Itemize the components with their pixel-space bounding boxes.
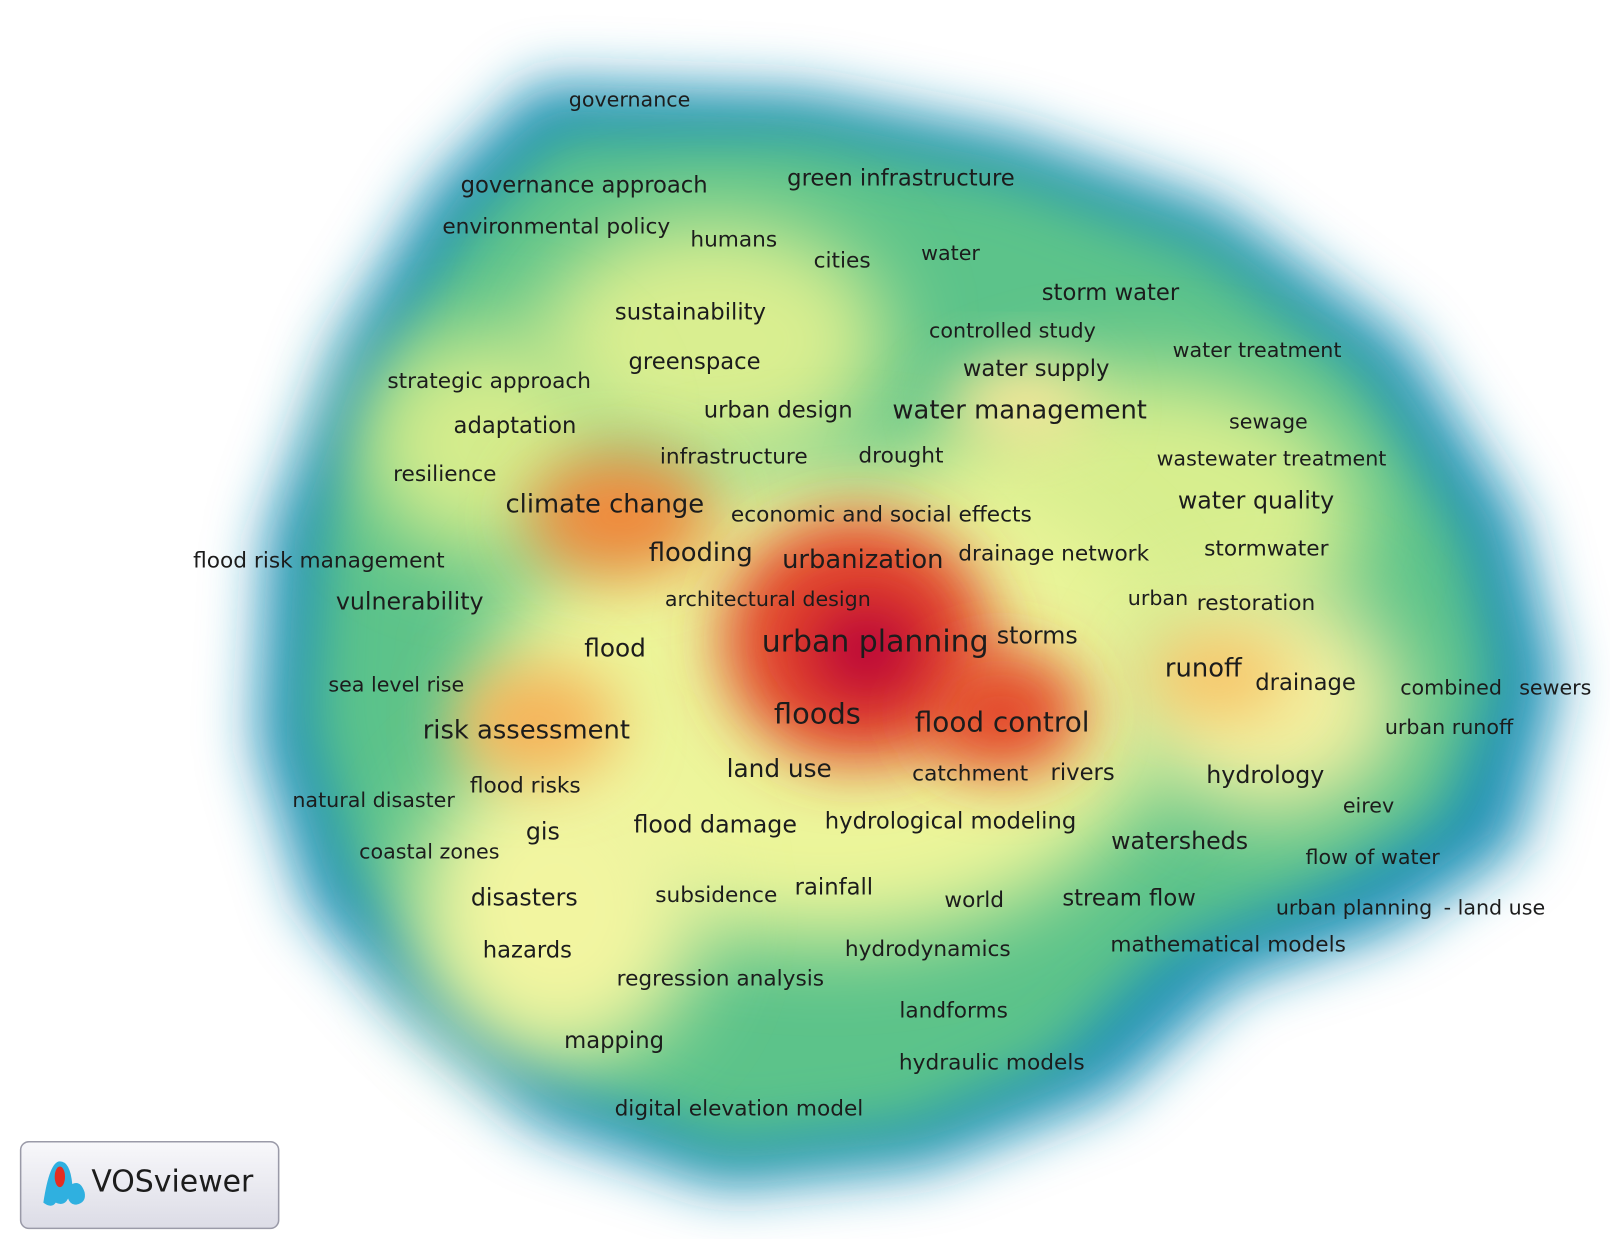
- term-label: urbanization: [782, 545, 943, 575]
- term-label: greenspace: [629, 349, 761, 375]
- term-label: climate change: [505, 489, 704, 519]
- term-label: storms: [997, 622, 1078, 650]
- term-label: stormwater: [1204, 536, 1328, 561]
- term-label: strategic approach: [387, 369, 591, 394]
- term-label: hydrology: [1206, 761, 1324, 789]
- term-label: gis: [526, 818, 560, 846]
- term-label: urban planning: [762, 625, 989, 660]
- term-label: green infrastructure: [787, 165, 1015, 191]
- logo-box: VOSviewer: [19, 1140, 280, 1230]
- term-label: infrastructure: [660, 444, 808, 469]
- term-label: flood control: [915, 706, 1090, 739]
- term-label: subsidence: [655, 883, 777, 908]
- term-label: architectural design: [665, 587, 871, 611]
- term-label: wastewater treatment: [1157, 447, 1387, 471]
- term-label: digital elevation model: [615, 1097, 864, 1122]
- term-label: rainfall: [795, 874, 873, 900]
- term-label: watersheds: [1111, 827, 1248, 855]
- term-label: sewers: [1519, 676, 1591, 700]
- term-label: flood: [584, 633, 646, 662]
- term-label: runoff: [1165, 654, 1243, 684]
- term-label: drainage: [1255, 670, 1356, 696]
- term-label: world: [944, 888, 1004, 913]
- term-label: catchment: [912, 761, 1028, 786]
- term-label: environmental policy: [442, 214, 670, 239]
- term-label: risk assessment: [423, 715, 630, 745]
- term-label: cities: [814, 248, 871, 273]
- term-label: flood damage: [633, 810, 796, 838]
- term-label: flooding: [649, 538, 753, 568]
- term-label: controlled study: [929, 319, 1096, 343]
- term-label: water management: [892, 396, 1147, 426]
- term-label: - land use: [1444, 895, 1546, 919]
- term-label: drainage network: [958, 541, 1149, 566]
- logo-text: VOSviewer: [91, 1165, 254, 1200]
- term-label: water: [921, 241, 980, 265]
- term-label: floods: [774, 696, 861, 730]
- term-label: natural disaster: [292, 788, 455, 812]
- term-label: combined: [1400, 676, 1502, 700]
- term-label: sea level rise: [328, 673, 464, 697]
- term-label: flow of water: [1306, 845, 1441, 869]
- term-label: governance: [569, 87, 691, 111]
- term-label: governance approach: [461, 173, 708, 199]
- term-label: hydraulic models: [899, 1050, 1085, 1075]
- term-label: water supply: [963, 356, 1110, 382]
- term-label: urban planning: [1276, 895, 1432, 919]
- term-label: economic and social effects: [731, 502, 1032, 527]
- term-label: mathematical models: [1110, 933, 1346, 958]
- term-label: vulnerability: [336, 587, 484, 615]
- term-label: resilience: [393, 462, 496, 487]
- term-label: water treatment: [1173, 338, 1342, 362]
- term-label: humans: [690, 228, 777, 253]
- term-label: urban design: [704, 398, 853, 424]
- term-label: eirev: [1343, 793, 1394, 817]
- term-label: sustainability: [615, 299, 766, 325]
- term-label: water quality: [1178, 486, 1334, 514]
- term-label: sewage: [1229, 409, 1308, 433]
- term-label: land use: [727, 754, 832, 783]
- term-label: flood risks: [470, 774, 581, 799]
- term-label: regression analysis: [617, 967, 824, 992]
- term-label: drought: [858, 443, 943, 468]
- term-label: disasters: [471, 884, 578, 912]
- term-label: rivers: [1051, 760, 1115, 786]
- term-label: flood risk management: [193, 549, 444, 574]
- term-label: urban runoff: [1385, 715, 1514, 739]
- term-labels: governance governance approach green infra…: [193, 87, 1591, 1121]
- term-label: restoration: [1197, 591, 1315, 616]
- term-label: landforms: [899, 999, 1008, 1024]
- term-label: hazards: [483, 937, 572, 963]
- term-label: adaptation: [454, 413, 577, 439]
- term-label: stream flow: [1062, 886, 1195, 912]
- term-label: storm water: [1042, 280, 1180, 306]
- term-label: hydrodynamics: [845, 937, 1011, 962]
- term-label: urban: [1128, 586, 1188, 610]
- term-label: hydrological modeling: [825, 808, 1076, 834]
- term-label: coastal zones: [359, 840, 499, 864]
- term-label: mapping: [564, 1028, 664, 1054]
- density: [258, 82, 1559, 1188]
